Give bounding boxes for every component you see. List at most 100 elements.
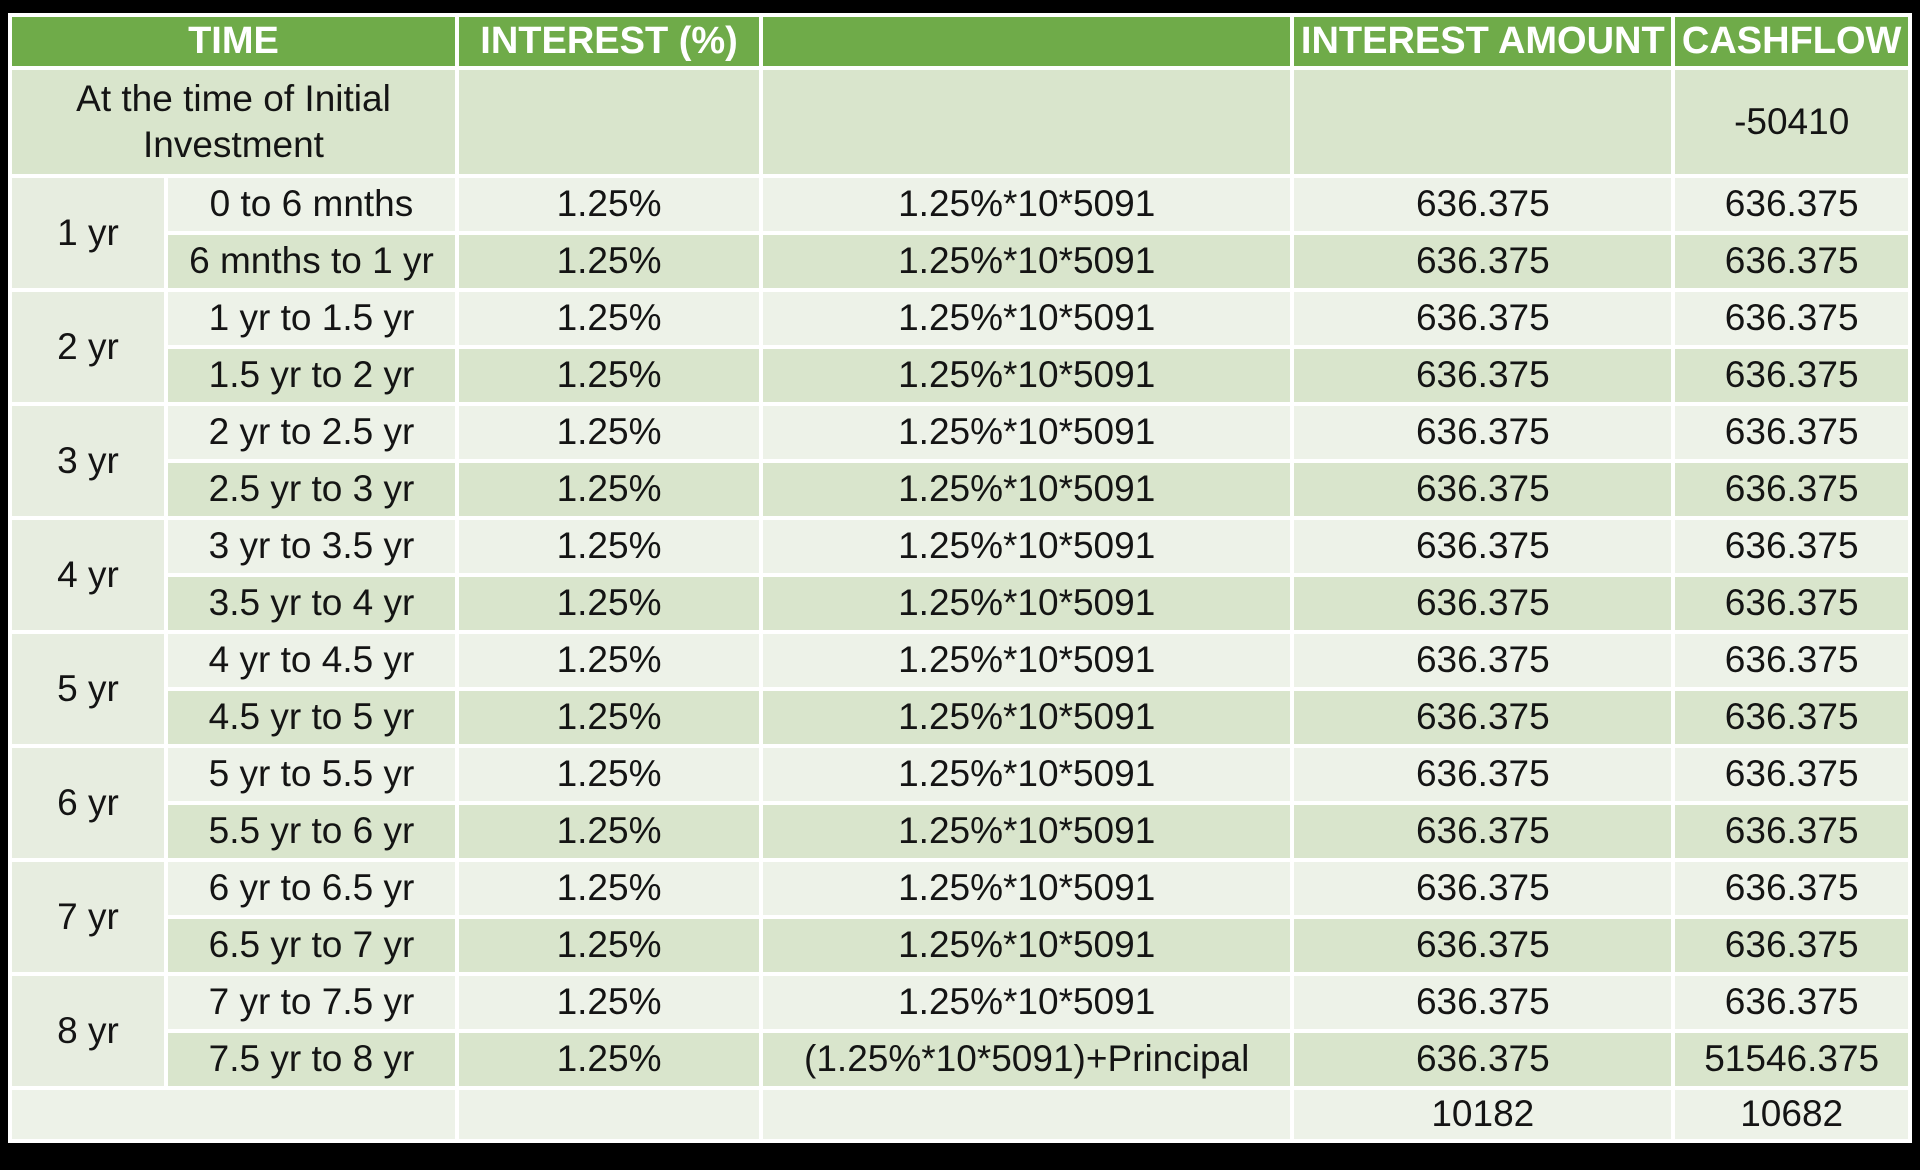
initial-label-cell: At the time of Initial Investment xyxy=(12,70,455,174)
year-groups-section: 1 yr 0 to 6 mnths 1.25% 1.25%*10*5091 63… xyxy=(12,178,1908,1086)
cashflow-cell: 636.375 xyxy=(1675,976,1908,1029)
interest-amount-cell: 636.375 xyxy=(1294,406,1672,459)
period-row: 1 yr 0 to 6 mnths 1.25% 1.25%*10*5091 63… xyxy=(12,178,1908,288)
formula-cell: 1.25%*10*5091 xyxy=(763,292,1291,345)
col-header-formula xyxy=(763,17,1291,66)
formula-cell: 1.25%*10*5091 xyxy=(763,178,1291,231)
interest-cell: 1.25% xyxy=(458,406,760,459)
period-cell: 2.5 yr to 3 yr xyxy=(167,463,455,516)
initial-interest-amount-cell xyxy=(1294,70,1672,174)
period-cell: 4 yr to 4.5 yr xyxy=(167,634,455,687)
interest-amount-cell: 636.375 xyxy=(1294,235,1672,288)
interest-amount-cell: 636.375 xyxy=(1294,577,1672,630)
total-interest-amount-cell: 10182 xyxy=(1294,1090,1672,1139)
cashflow-cell: 636.375 xyxy=(1675,463,1908,516)
totals-row: 10182 10682 xyxy=(12,1090,1908,1139)
total-time-cell xyxy=(12,1090,455,1139)
interest-cell: 1.25% xyxy=(458,862,760,915)
totals-section: 10182 10682 xyxy=(12,1090,1908,1139)
interest-cell: 1.25% xyxy=(458,235,760,288)
formula-cell: 1.25%*10*5091 xyxy=(763,805,1291,858)
interest-cell: 1.25% xyxy=(458,976,760,1029)
cashflow-cell: 636.375 xyxy=(1675,520,1908,573)
year-cell: 1 yr xyxy=(12,178,164,288)
period-cell: 7.5 yr to 8 yr xyxy=(167,1033,455,1086)
formula-cell: 1.25%*10*5091 xyxy=(763,976,1291,1029)
interest-amount-cell: 636.375 xyxy=(1294,520,1672,573)
interest-amount-cell: 636.375 xyxy=(1294,1033,1672,1086)
interest-cell: 1.25% xyxy=(458,691,760,744)
period-row: 2 yr 1 yr to 1.5 yr 1.25% 1.25%*10*5091 … xyxy=(12,292,1908,402)
period-row: 4.5 yr to 5 yr 1.25% 1.25%*10*5091 636.3… xyxy=(12,691,1908,744)
period-cell: 1.5 yr to 2 yr xyxy=(167,349,455,402)
period-cell: 5.5 yr to 6 yr xyxy=(167,805,455,858)
cashflow-cell: 636.375 xyxy=(1675,634,1908,687)
formula-cell: (1.25%*10*5091)+Principal xyxy=(763,1033,1291,1086)
period-row: 3 yr 2 yr to 2.5 yr 1.25% 1.25%*10*5091 … xyxy=(12,406,1908,516)
formula-cell: 1.25%*10*5091 xyxy=(763,691,1291,744)
year-cell: 7 yr xyxy=(12,862,164,972)
cashflow-cell: 636.375 xyxy=(1675,577,1908,630)
year-cell: 8 yr xyxy=(12,976,164,1086)
cashflow-cell: 636.375 xyxy=(1675,349,1908,402)
cashflow-cell: 636.375 xyxy=(1675,748,1908,801)
col-header-interest-amount: INTEREST AMOUNT xyxy=(1294,17,1672,66)
total-cashflow-cell: 10682 xyxy=(1675,1090,1908,1139)
cashflow-cell: 636.375 xyxy=(1675,691,1908,744)
period-row: 8 yr 7 yr to 7.5 yr 1.25% 1.25%*10*5091 … xyxy=(12,976,1908,1086)
initial-investment-section: At the time of Initial Investment -50410 xyxy=(12,70,1908,174)
period-cell: 1 yr to 1.5 yr xyxy=(167,292,455,345)
period-row: 6 yr 5 yr to 5.5 yr 1.25% 1.25%*10*5091 … xyxy=(12,748,1908,858)
formula-cell: 1.25%*10*5091 xyxy=(763,463,1291,516)
year-cell: 2 yr xyxy=(12,292,164,402)
period-row: 5 yr 4 yr to 4.5 yr 1.25% 1.25%*10*5091 … xyxy=(12,634,1908,744)
year-cell: 6 yr xyxy=(12,748,164,858)
col-header-cashflow: CASHFLOW xyxy=(1675,17,1908,66)
initial-interest-cell xyxy=(458,70,760,174)
table-header: TIME INTEREST (%) INTEREST AMOUNT CASHFL… xyxy=(12,17,1908,66)
cashflow-cell: 636.375 xyxy=(1675,919,1908,972)
interest-amount-cell: 636.375 xyxy=(1294,919,1672,972)
period-cell: 6.5 yr to 7 yr xyxy=(167,919,455,972)
interest-cell: 1.25% xyxy=(458,178,760,231)
period-cell: 3.5 yr to 4 yr xyxy=(167,577,455,630)
year-cell: 5 yr xyxy=(12,634,164,744)
interest-amount-cell: 636.375 xyxy=(1294,463,1672,516)
formula-cell: 1.25%*10*5091 xyxy=(763,634,1291,687)
initial-cashflow-cell: -50410 xyxy=(1675,70,1908,174)
period-row: 1.5 yr to 2 yr 1.25% 1.25%*10*5091 636.3… xyxy=(12,349,1908,402)
interest-cell: 1.25% xyxy=(458,748,760,801)
period-cell: 0 to 6 mnths xyxy=(167,178,455,231)
period-cell: 5 yr to 5.5 yr xyxy=(167,748,455,801)
cashflow-table-frame: TIME INTEREST (%) INTEREST AMOUNT CASHFL… xyxy=(8,13,1912,1143)
formula-cell: 1.25%*10*5091 xyxy=(763,235,1291,288)
interest-amount-cell: 636.375 xyxy=(1294,862,1672,915)
col-header-interest: INTEREST (%) xyxy=(458,17,760,66)
cashflow-cell: 51546.375 xyxy=(1675,1033,1908,1086)
interest-amount-cell: 636.375 xyxy=(1294,691,1672,744)
total-formula-cell xyxy=(763,1090,1291,1139)
interest-cell: 1.25% xyxy=(458,577,760,630)
interest-amount-cell: 636.375 xyxy=(1294,292,1672,345)
period-row: 6 mnths to 1 yr 1.25% 1.25%*10*5091 636.… xyxy=(12,235,1908,288)
cashflow-cell: 636.375 xyxy=(1675,805,1908,858)
interest-cell: 1.25% xyxy=(458,1033,760,1086)
year-cell: 3 yr xyxy=(12,406,164,516)
interest-amount-cell: 636.375 xyxy=(1294,634,1672,687)
period-row: 6.5 yr to 7 yr 1.25% 1.25%*10*5091 636.3… xyxy=(12,919,1908,972)
formula-cell: 1.25%*10*5091 xyxy=(763,919,1291,972)
interest-cell: 1.25% xyxy=(458,292,760,345)
interest-cell: 1.25% xyxy=(458,919,760,972)
cashflow-cell: 636.375 xyxy=(1675,406,1908,459)
period-row: 7 yr 6 yr to 6.5 yr 1.25% 1.25%*10*5091 … xyxy=(12,862,1908,972)
period-cell: 6 yr to 6.5 yr xyxy=(167,862,455,915)
period-cell: 3 yr to 3.5 yr xyxy=(167,520,455,573)
period-row: 3.5 yr to 4 yr 1.25% 1.25%*10*5091 636.3… xyxy=(12,577,1908,630)
interest-amount-cell: 636.375 xyxy=(1294,805,1672,858)
formula-cell: 1.25%*10*5091 xyxy=(763,520,1291,573)
period-row: 2.5 yr to 3 yr 1.25% 1.25%*10*5091 636.3… xyxy=(12,463,1908,516)
interest-cell: 1.25% xyxy=(458,463,760,516)
interest-cell: 1.25% xyxy=(458,634,760,687)
cashflow-table: TIME INTEREST (%) INTEREST AMOUNT CASHFL… xyxy=(8,13,1912,1143)
